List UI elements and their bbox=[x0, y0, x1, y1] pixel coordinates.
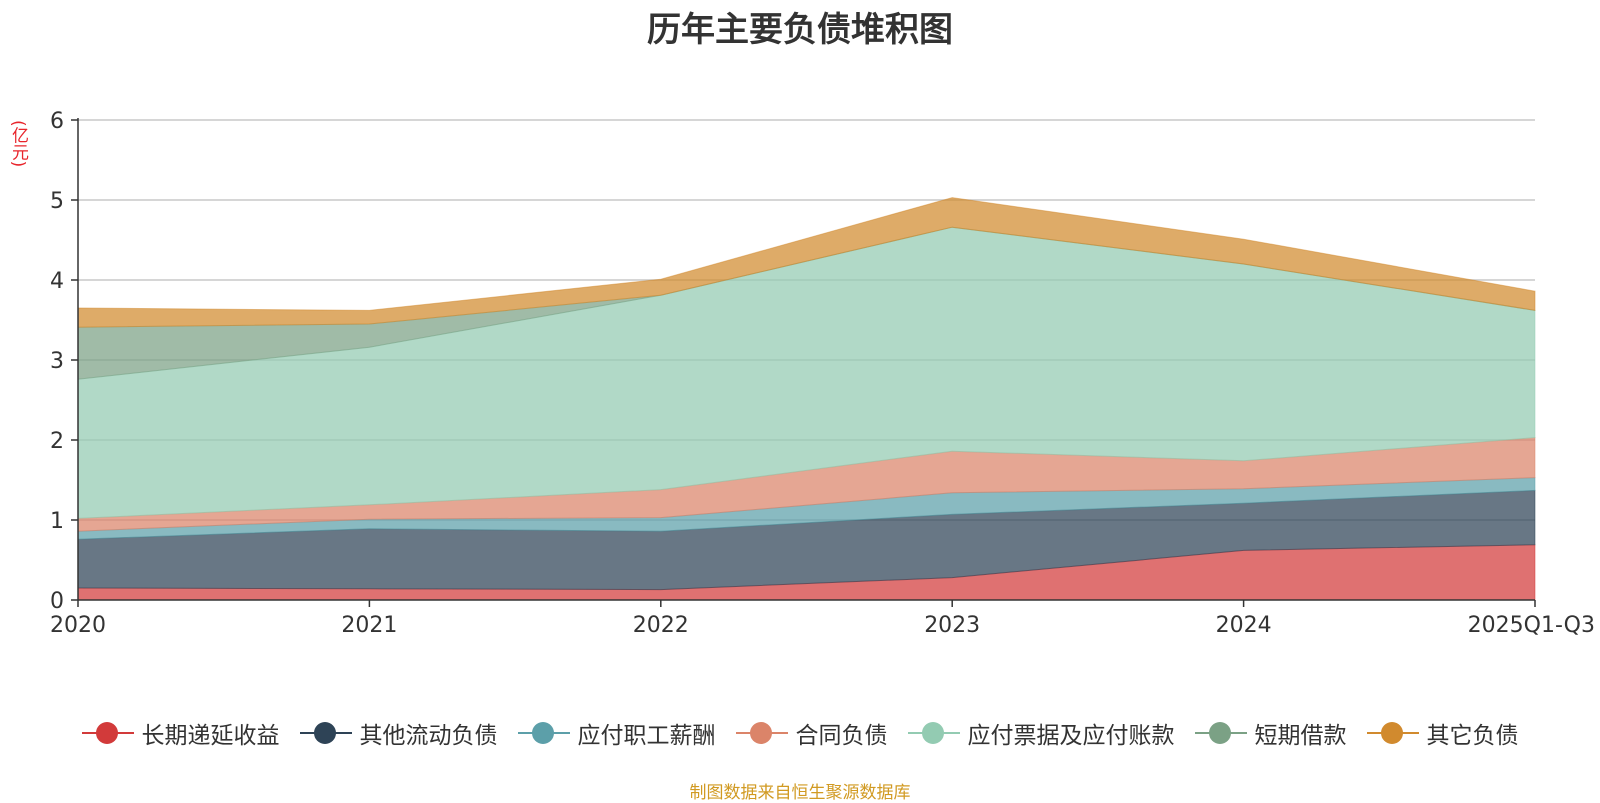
data-source-note: 制图数据来自恒生聚源数据库 bbox=[689, 783, 911, 803]
area-6[interactable] bbox=[77, 197, 1536, 328]
legend-label: 长期递延收益 bbox=[141, 723, 280, 749]
x-tick-label: 2023 bbox=[924, 613, 980, 638]
legend-item[interactable]: 应付票据及应付账款 bbox=[907, 716, 1175, 750]
x-tick-label: 2021 bbox=[341, 613, 397, 638]
legend-label: 短期借款 bbox=[1254, 723, 1347, 749]
legend-marker-icon bbox=[1366, 721, 1419, 745]
y-tick-label: 1 bbox=[50, 509, 64, 534]
y-tick-label: 5 bbox=[50, 189, 64, 214]
legend-item[interactable]: 长期递延收益 bbox=[81, 716, 280, 750]
y-tick-label: 2 bbox=[50, 429, 64, 454]
legend: 长期递延收益 其他流动负债 应付职工薪酬 合同负债 应付票据及应付账款 短期借款 其它负债 bbox=[0, 716, 1600, 750]
x-tick-label: 2025Q1-Q3 bbox=[1468, 613, 1595, 638]
y-tick-label: 4 bbox=[50, 269, 64, 294]
legend-label: 其他流动负债 bbox=[359, 723, 498, 749]
y-axis-unit-label: (亿元) bbox=[8, 120, 28, 168]
area-series bbox=[77, 197, 1536, 601]
legend-label: 合同负债 bbox=[795, 723, 888, 749]
x-tick-label: 2022 bbox=[633, 613, 689, 638]
legend-label: 应付职工薪酬 bbox=[577, 723, 716, 749]
legend-item[interactable]: 应付职工薪酬 bbox=[517, 716, 716, 750]
legend-marker-icon bbox=[299, 721, 352, 745]
chart-title: 历年主要负债堆积图 bbox=[647, 10, 953, 50]
y-tick-label: 3 bbox=[50, 349, 64, 374]
legend-item[interactable]: 合同负债 bbox=[735, 716, 888, 750]
legend-marker-icon bbox=[735, 721, 788, 745]
legend-marker-icon bbox=[81, 721, 134, 745]
legend-item[interactable]: 其它负债 bbox=[1366, 716, 1519, 750]
legend-label: 应付票据及应付账款 bbox=[967, 723, 1175, 749]
legend-marker-icon bbox=[517, 721, 570, 745]
legend-marker-icon bbox=[907, 721, 960, 745]
legend-item[interactable]: 短期借款 bbox=[1194, 716, 1347, 750]
y-tick-label: 6 bbox=[50, 109, 64, 134]
y-tick-label: 0 bbox=[50, 589, 64, 614]
x-tick-label: 2024 bbox=[1216, 613, 1272, 638]
legend-marker-icon bbox=[1194, 721, 1247, 745]
x-tick-label: 2020 bbox=[50, 613, 106, 638]
legend-label: 其它负债 bbox=[1426, 723, 1519, 749]
legend-item[interactable]: 其他流动负债 bbox=[299, 716, 498, 750]
axes: 0 1 2 3 4 5 6 2020 2021 2022 2023 2024 2025Q1-Q3 bbox=[50, 109, 1595, 638]
